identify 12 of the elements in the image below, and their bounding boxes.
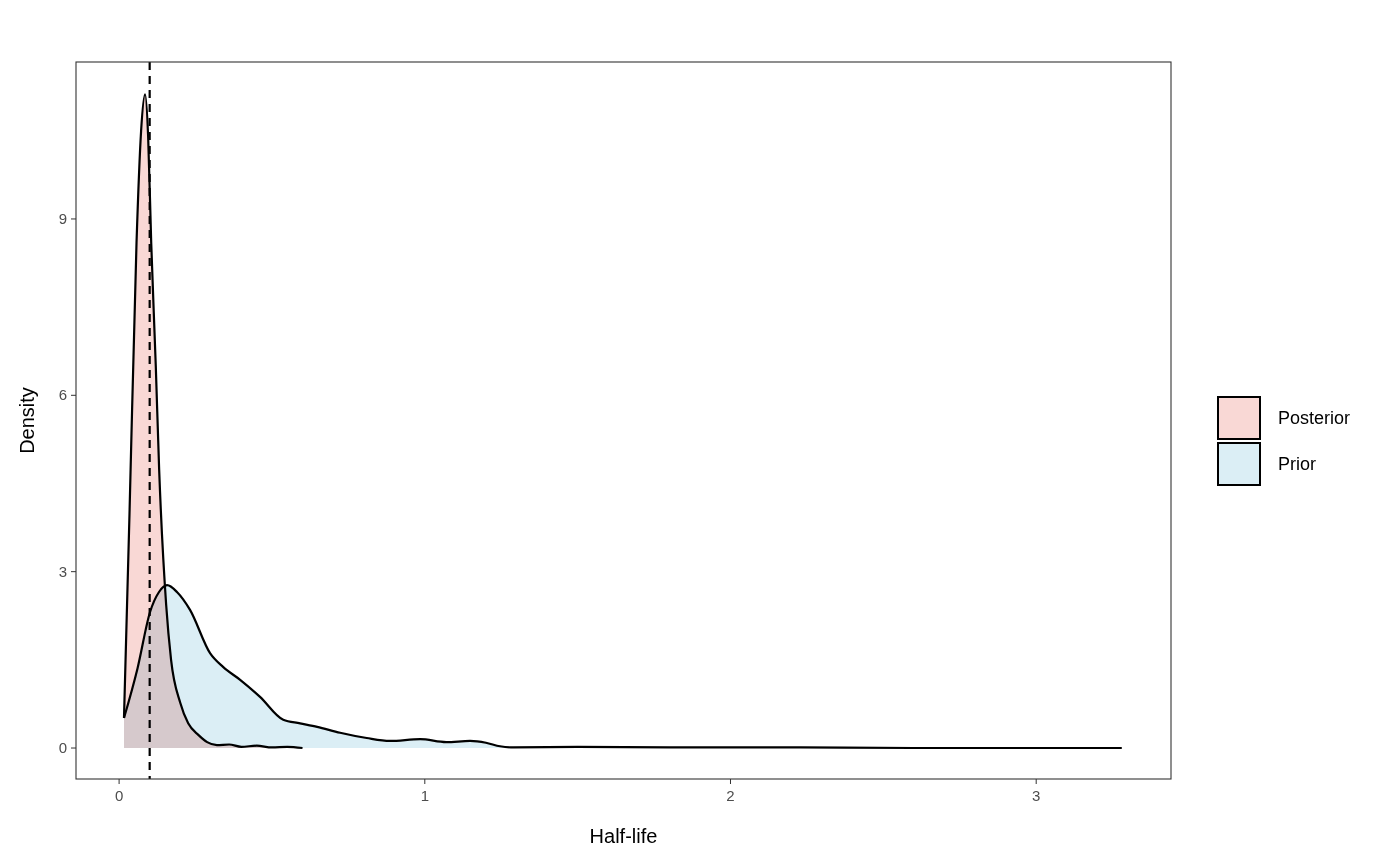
legend-label: Prior [1278,454,1317,474]
x-tick-label: 2 [726,787,735,804]
x-axis-title: Half-life [589,825,658,847]
x-tick-label: 0 [114,787,124,804]
y-axis-title: Density [16,387,38,454]
y-tick-label: 9 [58,209,67,227]
y-tick-label: 6 [58,386,67,404]
x-tick-label: 1 [420,787,429,804]
y-tick-label: 0 [58,739,67,757]
legend-label: Posterior [1278,408,1351,428]
y-tick-label: 3 [58,562,67,580]
x-tick-label: 3 [1032,787,1041,804]
